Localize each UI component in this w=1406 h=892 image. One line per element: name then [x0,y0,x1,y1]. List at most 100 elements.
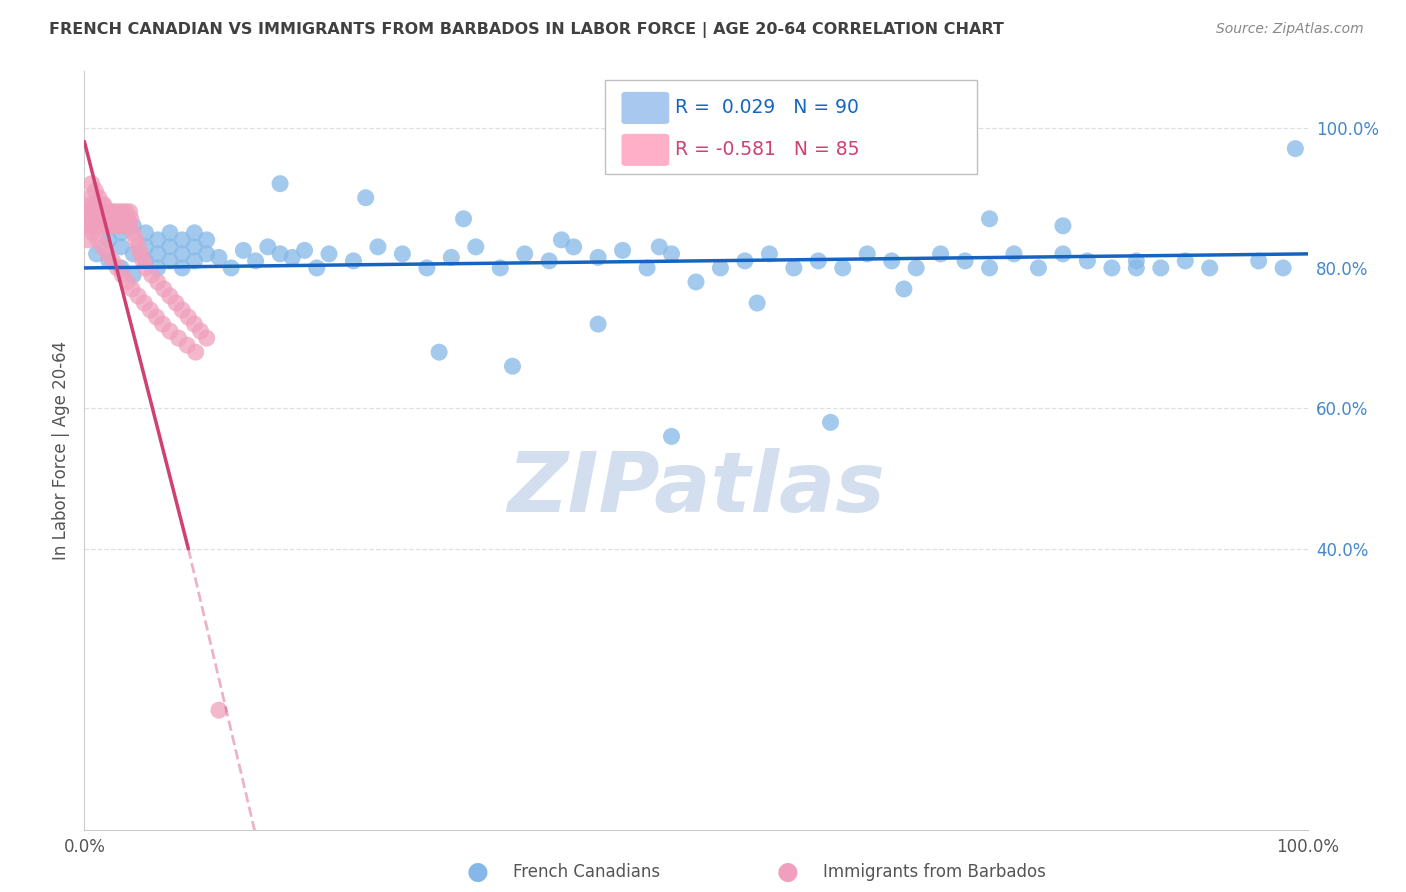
Point [1125,254,1147,268]
Point [146,233,169,247]
Point [97,233,120,247]
Point [96,219,118,233]
Point [114,219,136,233]
Point [893,282,915,296]
Point [101,211,124,226]
Point [880,254,903,268]
Point [127,240,149,254]
Point [107,204,129,219]
Point [172,233,194,247]
Point [86,247,108,261]
Point [172,303,194,318]
Point [111,204,134,219]
Text: FRENCH CANADIAN VS IMMIGRANTS FROM BARBADOS IN LABOR FORCE | AGE 20-64 CORRELATI: FRENCH CANADIAN VS IMMIGRANTS FROM BARBA… [49,22,1004,38]
Point [831,260,853,275]
Point [105,260,128,275]
Point [183,317,205,331]
Point [79,198,101,212]
Point [513,247,536,261]
Point [122,219,145,233]
Point [111,268,134,282]
Point [183,254,205,268]
Point [269,177,291,191]
Point [86,219,108,233]
Point [747,296,769,310]
Point [172,260,194,275]
Point [83,219,105,233]
Text: R =  0.029   N = 90: R = 0.029 N = 90 [675,98,859,118]
Point [77,191,100,205]
Point [125,233,148,247]
Point [758,247,780,261]
Point [94,211,117,226]
Y-axis label: In Labor Force | Age 20-64: In Labor Force | Age 20-64 [52,341,70,560]
Point [550,233,572,247]
Point [856,247,879,261]
Point [135,240,157,254]
Point [146,275,169,289]
Point [612,244,634,258]
Point [367,240,389,254]
Point [122,247,145,261]
Point [84,204,107,219]
Point [1052,247,1074,261]
Point [87,204,110,219]
Point [195,247,218,261]
Point [929,247,952,261]
Point [294,244,316,258]
Point [281,251,304,265]
Point [257,240,280,254]
Point [87,191,110,205]
Text: Source: ZipAtlas.com: Source: ZipAtlas.com [1216,22,1364,37]
Point [1174,254,1197,268]
Point [135,226,157,240]
Point [586,317,609,331]
Point [98,219,121,233]
Point [502,359,524,374]
Point [1002,247,1025,261]
Point [105,219,128,233]
Point [87,219,110,233]
Point [121,282,143,296]
Point [269,247,291,261]
Point [1028,260,1050,275]
Point [84,184,107,198]
Point [159,226,181,240]
Point [391,247,413,261]
Point [103,219,125,233]
Point [820,416,842,430]
Point [734,254,756,268]
Point [115,275,138,289]
Text: ●: ● [467,861,489,884]
Point [427,345,450,359]
Point [104,204,127,219]
Point [636,260,658,275]
Point [83,198,105,212]
Point [127,289,149,303]
Point [100,204,122,219]
Point [1272,260,1295,275]
Point [219,260,242,275]
Point [318,247,340,261]
Point [97,204,120,219]
Point [562,240,585,254]
Point [91,198,114,212]
Point [86,211,108,226]
Point [80,177,103,191]
Text: R = -0.581   N = 85: R = -0.581 N = 85 [675,140,859,160]
Point [135,260,157,275]
Point [305,260,328,275]
Point [110,226,132,240]
Point [183,240,205,254]
Point [77,233,100,247]
Point [1150,260,1173,275]
Point [245,254,267,268]
Point [489,260,512,275]
Point [177,310,200,324]
Point [1125,260,1147,275]
Point [117,219,139,233]
Point [77,204,100,219]
Point [1052,219,1074,233]
Point [440,251,463,265]
Point [122,226,145,240]
